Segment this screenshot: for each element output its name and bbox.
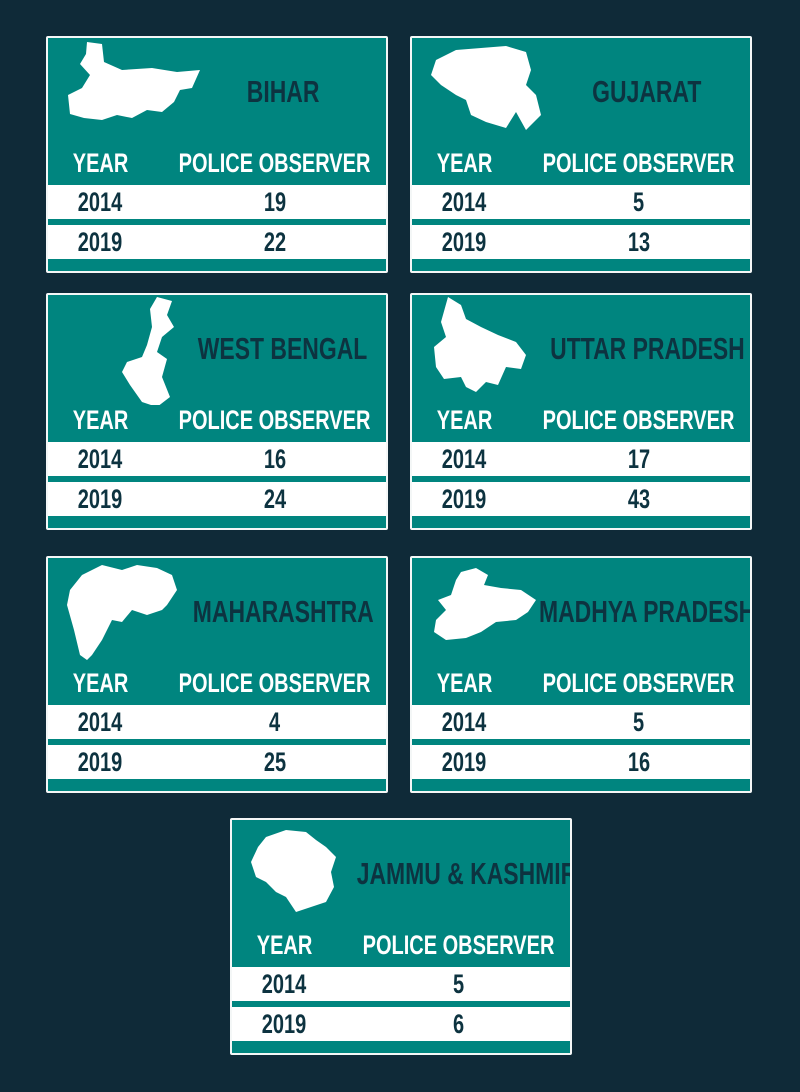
state-title-text: MAHARASHTRA xyxy=(192,594,374,629)
table-row: 2019 43 xyxy=(412,482,750,516)
west-bengal-map-icon xyxy=(122,297,174,405)
police-observer-cell: 17 xyxy=(627,444,651,474)
year-cell: 2014 xyxy=(77,707,123,737)
police-observer-cell: 25 xyxy=(263,747,287,777)
year-cell: 2019 xyxy=(77,227,123,257)
column-header-police-observer: POLICE OBSERVER xyxy=(179,668,371,698)
column-header-year: YEAR xyxy=(72,668,128,698)
year-cell: 2019 xyxy=(77,747,123,777)
year-cell: 2014 xyxy=(77,444,123,474)
police-observer-cell: 22 xyxy=(263,227,287,257)
police-observer-cell: 13 xyxy=(627,227,651,257)
state-title-text: WEST BENGAL xyxy=(198,331,368,366)
table-header: YEAR POLICE OBSERVER xyxy=(48,148,386,184)
table-row: 2019 6 xyxy=(232,1007,570,1041)
madhya-pradesh-map-icon xyxy=(434,568,536,640)
table-header: YEAR POLICE OBSERVER xyxy=(412,668,750,704)
column-header-year: YEAR xyxy=(436,668,492,698)
table-header: YEAR POLICE OBSERVER xyxy=(48,405,386,441)
column-header-year: YEAR xyxy=(72,148,128,178)
police-observer-cell: 4 xyxy=(269,707,281,737)
state-title-text: JAMMU & KASHMIR xyxy=(356,856,572,891)
year-cell: 2014 xyxy=(441,444,487,474)
state-card-gujarat: GUJARAT YEAR POLICE OBSERVER 2014 5 2019… xyxy=(410,36,752,273)
table-row: 2019 24 xyxy=(48,482,386,516)
police-observer-cell: 24 xyxy=(263,484,287,514)
year-cell: 2019 xyxy=(441,484,487,514)
table-row: 2014 5 xyxy=(412,185,750,219)
state-title-text: UTTAR PRADESH xyxy=(549,331,745,366)
state-title-text: GUJARAT xyxy=(592,74,702,109)
gujarat-map-icon xyxy=(431,46,541,130)
table-row: 2019 25 xyxy=(48,745,386,779)
police-observer-cell: 16 xyxy=(627,747,651,777)
police-observer-cell: 5 xyxy=(633,707,645,737)
year-cell: 2014 xyxy=(77,187,123,217)
bihar-map-icon xyxy=(68,42,200,120)
year-cell: 2014 xyxy=(441,707,487,737)
police-observer-cell: 43 xyxy=(627,484,651,514)
table-row: 2019 22 xyxy=(48,225,386,259)
table-row: 2019 13 xyxy=(412,225,750,259)
table-row: 2014 5 xyxy=(232,967,570,1001)
uttar-pradesh-map-icon xyxy=(434,297,526,392)
state-card-west-bengal: WEST BENGAL YEAR POLICE OBSERVER 2014 16… xyxy=(46,293,388,530)
column-header-year: YEAR xyxy=(72,405,128,435)
maharashtra-map-icon xyxy=(67,565,177,660)
table-header: YEAR POLICE OBSERVER xyxy=(412,405,750,441)
year-cell: 2014 xyxy=(441,187,487,217)
table-row: 2014 17 xyxy=(412,442,750,476)
police-observer-cell: 19 xyxy=(263,187,287,217)
state-card-jammu-kashmir: JAMMU & KASHMIR YEAR POLICE OBSERVER 201… xyxy=(230,818,572,1055)
police-observer-cell: 5 xyxy=(633,187,645,217)
column-header-year: YEAR xyxy=(256,930,312,960)
state-title-text: BIHAR xyxy=(246,74,320,109)
column-header-year: YEAR xyxy=(436,148,492,178)
year-cell: 2014 xyxy=(261,969,307,999)
table-row: 2019 16 xyxy=(412,745,750,779)
police-observer-cell: 16 xyxy=(263,444,287,474)
year-cell: 2019 xyxy=(77,484,123,514)
state-card-uttar-pradesh: UTTAR PRADESH YEAR POLICE OBSERVER 2014 … xyxy=(410,293,752,530)
police-observer-cell: 5 xyxy=(453,969,465,999)
column-header-police-observer: POLICE OBSERVER xyxy=(543,668,735,698)
table-row: 2014 16 xyxy=(48,442,386,476)
state-title-text: MADHYA PRADESH xyxy=(538,594,752,629)
column-header-police-observer: POLICE OBSERVER xyxy=(543,405,735,435)
state-card-madhya-pradesh: MADHYA PRADESH YEAR POLICE OBSERVER 2014… xyxy=(410,556,752,793)
state-card-bihar: BIHAR YEAR POLICE OBSERVER 2014 19 2019 … xyxy=(46,36,388,273)
table-header: YEAR POLICE OBSERVER xyxy=(412,148,750,184)
jammu-kashmir-map-icon xyxy=(251,830,336,912)
column-header-police-observer: POLICE OBSERVER xyxy=(179,405,371,435)
table-row: 2014 4 xyxy=(48,705,386,739)
column-header-police-observer: POLICE OBSERVER xyxy=(543,148,735,178)
column-header-police-observer: POLICE OBSERVER xyxy=(363,930,555,960)
table-row: 2014 19 xyxy=(48,185,386,219)
table-header: YEAR POLICE OBSERVER xyxy=(48,668,386,704)
column-header-police-observer: POLICE OBSERVER xyxy=(179,148,371,178)
table-header: YEAR POLICE OBSERVER xyxy=(232,930,570,966)
state-card-maharashtra: MAHARASHTRA YEAR POLICE OBSERVER 2014 4 … xyxy=(46,556,388,793)
year-cell: 2019 xyxy=(261,1009,307,1039)
table-row: 2014 5 xyxy=(412,705,750,739)
police-observer-cell: 6 xyxy=(453,1009,465,1039)
year-cell: 2019 xyxy=(441,747,487,777)
column-header-year: YEAR xyxy=(436,405,492,435)
year-cell: 2019 xyxy=(441,227,487,257)
